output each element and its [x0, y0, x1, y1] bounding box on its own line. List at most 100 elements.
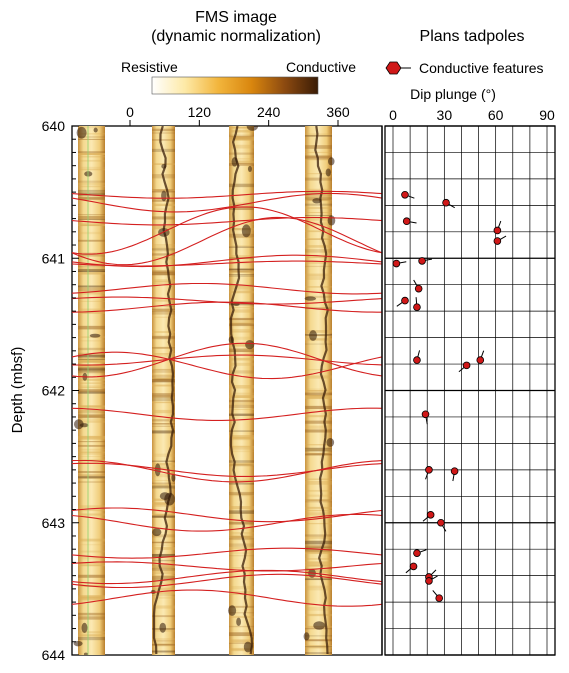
tadpole-head	[392, 259, 401, 268]
fms-pad-strip	[303, 126, 336, 655]
strip-texture	[305, 212, 332, 214]
strip-texture	[152, 430, 175, 434]
strip-texture	[78, 364, 105, 368]
strip-texture	[78, 156, 105, 158]
strip-blotch	[83, 652, 89, 655]
strip-texture	[229, 639, 254, 642]
strip-texture	[78, 565, 105, 567]
strip-texture	[229, 362, 254, 366]
strip-texture	[229, 552, 254, 554]
tadpole	[392, 259, 407, 268]
dip-x-tick-label: 90	[539, 107, 555, 123]
strip-texture	[78, 367, 105, 371]
depth-tick-label: 643	[42, 515, 66, 531]
strip-texture	[152, 423, 175, 425]
strip-texture	[78, 475, 105, 479]
strip-texture	[78, 215, 105, 216]
strip-texture	[152, 501, 175, 505]
strip-texture	[229, 464, 254, 465]
strip-texture	[305, 578, 332, 581]
strip-blotch	[228, 605, 237, 616]
strip-texture	[78, 196, 105, 200]
tadpole-head	[418, 257, 426, 265]
fms-pad-strips	[73, 126, 336, 655]
strip-texture	[305, 499, 332, 503]
tadpole-head	[401, 296, 409, 305]
strip-texture	[305, 420, 332, 424]
tadpole	[425, 575, 438, 585]
tadpole-head	[493, 237, 502, 245]
conductive-sinusoid	[72, 569, 382, 585]
strip-texture	[152, 570, 175, 575]
conductive-sinusoid	[72, 354, 382, 366]
strip-texture	[229, 306, 254, 309]
strip-texture	[305, 368, 332, 371]
strip-texture	[152, 244, 175, 246]
tadpole-head	[493, 226, 502, 235]
strip-texture	[229, 183, 254, 188]
strip-texture	[152, 498, 175, 501]
tadpole	[493, 235, 507, 245]
strip-texture	[152, 544, 175, 546]
strip-texture	[78, 370, 105, 372]
strip-texture	[78, 415, 105, 418]
conductive-sinusoid	[72, 513, 382, 532]
strip-texture	[305, 480, 332, 485]
strip-texture	[305, 217, 332, 220]
strip-texture	[229, 236, 254, 239]
strip-texture	[305, 550, 332, 555]
strip-texture	[229, 435, 254, 439]
strip-texture	[305, 207, 332, 209]
strip-texture	[78, 287, 105, 292]
strip-texture	[78, 574, 105, 578]
strip-texture	[78, 231, 105, 235]
strip-texture	[305, 217, 332, 222]
strip-texture	[78, 358, 105, 360]
strip-blotch	[309, 330, 317, 341]
strip-texture	[78, 389, 105, 393]
strip-texture	[78, 409, 105, 412]
strip-texture	[229, 274, 254, 276]
strip-texture	[78, 340, 105, 342]
strip-texture	[305, 278, 332, 280]
strip-texture	[305, 454, 332, 456]
strip-texture	[78, 239, 105, 242]
strip-texture	[229, 144, 254, 149]
strip-blotch	[328, 157, 335, 166]
strip-texture	[78, 405, 105, 408]
strip-texture	[229, 625, 254, 628]
strip-texture	[152, 308, 175, 312]
strip-texture	[152, 642, 175, 647]
strip-texture	[305, 606, 332, 611]
strip-texture	[78, 456, 105, 457]
strip-texture	[305, 415, 332, 418]
strip-blotch	[81, 622, 88, 633]
strip-blotch	[245, 340, 255, 350]
strip-texture	[305, 489, 332, 492]
strip-texture	[305, 135, 332, 137]
strip-texture	[305, 540, 332, 545]
strip-texture	[78, 312, 105, 314]
strip-texture	[152, 378, 175, 383]
strip-texture	[152, 453, 175, 455]
strip-texture	[152, 564, 175, 569]
tadpole-grid	[381, 125, 555, 656]
tadpole	[401, 190, 415, 199]
dip-x-ticks: 0 30 60 90	[389, 107, 555, 123]
strip-texture	[152, 353, 175, 355]
tadpole	[476, 350, 485, 364]
strip-texture	[229, 632, 254, 637]
fms-x-tick-label: 360	[326, 104, 350, 120]
strip-texture	[152, 139, 175, 141]
strip-texture	[229, 585, 254, 590]
fms-pad-strip	[228, 126, 259, 655]
strip-texture	[229, 348, 254, 353]
strip-texture	[229, 134, 254, 138]
tadpole-head	[437, 518, 445, 527]
strip-texture	[78, 219, 105, 220]
strip-texture	[78, 481, 105, 483]
strip-blotch	[327, 215, 336, 226]
strip-blotch	[152, 528, 162, 537]
strip-texture	[305, 307, 332, 310]
strip-texture	[152, 547, 175, 550]
